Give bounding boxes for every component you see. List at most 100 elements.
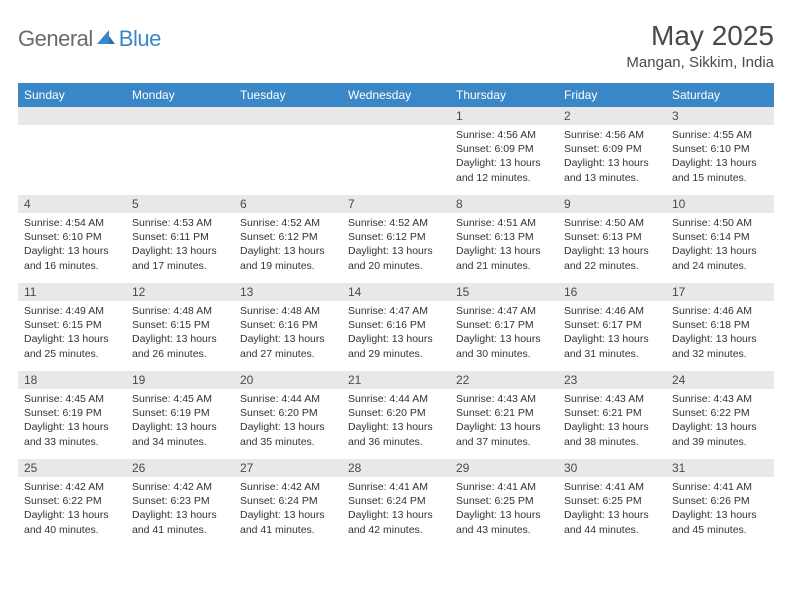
sunrise-text: Sunrise: 4:52 AM (240, 216, 336, 230)
day-cell (234, 107, 342, 195)
day-number: 17 (666, 283, 774, 301)
daylight-text: Daylight: 13 hours and 41 minutes. (240, 508, 336, 536)
day-cell: 28Sunrise: 4:41 AMSunset: 6:24 PMDayligh… (342, 459, 450, 547)
day-content: Sunrise: 4:51 AMSunset: 6:13 PMDaylight:… (450, 213, 558, 276)
day-number: 3 (666, 107, 774, 125)
sunset-text: Sunset: 6:23 PM (132, 494, 228, 508)
day-cell: 10Sunrise: 4:50 AMSunset: 6:14 PMDayligh… (666, 195, 774, 283)
day-cell: 3Sunrise: 4:55 AMSunset: 6:10 PMDaylight… (666, 107, 774, 195)
day-content: Sunrise: 4:43 AMSunset: 6:22 PMDaylight:… (666, 389, 774, 452)
sunset-text: Sunset: 6:25 PM (564, 494, 660, 508)
day-content: Sunrise: 4:53 AMSunset: 6:11 PMDaylight:… (126, 213, 234, 276)
day-cell: 17Sunrise: 4:46 AMSunset: 6:18 PMDayligh… (666, 283, 774, 371)
day-cell: 15Sunrise: 4:47 AMSunset: 6:17 PMDayligh… (450, 283, 558, 371)
sunset-text: Sunset: 6:16 PM (348, 318, 444, 332)
daylight-text: Daylight: 13 hours and 44 minutes. (564, 508, 660, 536)
sunrise-text: Sunrise: 4:46 AM (564, 304, 660, 318)
day-number: 4 (18, 195, 126, 213)
sunset-text: Sunset: 6:20 PM (348, 406, 444, 420)
day-number: 23 (558, 371, 666, 389)
weekday-header: Monday (126, 83, 234, 107)
sunset-text: Sunset: 6:10 PM (24, 230, 120, 244)
day-number: 31 (666, 459, 774, 477)
day-number: 20 (234, 371, 342, 389)
day-number: 1 (450, 107, 558, 125)
sunrise-text: Sunrise: 4:41 AM (564, 480, 660, 494)
day-number: 28 (342, 459, 450, 477)
day-cell: 7Sunrise: 4:52 AMSunset: 6:12 PMDaylight… (342, 195, 450, 283)
week-row: 4Sunrise: 4:54 AMSunset: 6:10 PMDaylight… (18, 195, 774, 283)
daylight-text: Daylight: 13 hours and 27 minutes. (240, 332, 336, 360)
day-cell: 18Sunrise: 4:45 AMSunset: 6:19 PMDayligh… (18, 371, 126, 459)
day-content: Sunrise: 4:47 AMSunset: 6:16 PMDaylight:… (342, 301, 450, 364)
daylight-text: Daylight: 13 hours and 25 minutes. (24, 332, 120, 360)
sunrise-text: Sunrise: 4:50 AM (672, 216, 768, 230)
sunset-text: Sunset: 6:21 PM (456, 406, 552, 420)
sunrise-text: Sunrise: 4:41 AM (348, 480, 444, 494)
daylight-text: Daylight: 13 hours and 26 minutes. (132, 332, 228, 360)
day-content: Sunrise: 4:56 AMSunset: 6:09 PMDaylight:… (558, 125, 666, 188)
sunrise-text: Sunrise: 4:44 AM (348, 392, 444, 406)
daylight-text: Daylight: 13 hours and 40 minutes. (24, 508, 120, 536)
sunrise-text: Sunrise: 4:48 AM (132, 304, 228, 318)
daylight-text: Daylight: 13 hours and 32 minutes. (672, 332, 768, 360)
sunrise-text: Sunrise: 4:55 AM (672, 128, 768, 142)
sunset-text: Sunset: 6:09 PM (564, 142, 660, 156)
sunset-text: Sunset: 6:12 PM (348, 230, 444, 244)
day-content: Sunrise: 4:43 AMSunset: 6:21 PMDaylight:… (558, 389, 666, 452)
day-number: 15 (450, 283, 558, 301)
weekday-header: Sunday (18, 83, 126, 107)
sunrise-text: Sunrise: 4:41 AM (672, 480, 768, 494)
day-cell (18, 107, 126, 195)
day-content: Sunrise: 4:50 AMSunset: 6:13 PMDaylight:… (558, 213, 666, 276)
day-number: 6 (234, 195, 342, 213)
week-row: 11Sunrise: 4:49 AMSunset: 6:15 PMDayligh… (18, 283, 774, 371)
weekday-header: Wednesday (342, 83, 450, 107)
daylight-text: Daylight: 13 hours and 33 minutes. (24, 420, 120, 448)
weekday-header: Thursday (450, 83, 558, 107)
day-number: 22 (450, 371, 558, 389)
day-cell: 31Sunrise: 4:41 AMSunset: 6:26 PMDayligh… (666, 459, 774, 547)
sunrise-text: Sunrise: 4:46 AM (672, 304, 768, 318)
daylight-text: Daylight: 13 hours and 16 minutes. (24, 244, 120, 272)
brand-part2: Blue (119, 26, 161, 52)
day-number: 9 (558, 195, 666, 213)
sunrise-text: Sunrise: 4:45 AM (132, 392, 228, 406)
sunset-text: Sunset: 6:25 PM (456, 494, 552, 508)
day-number: 21 (342, 371, 450, 389)
day-content: Sunrise: 4:41 AMSunset: 6:26 PMDaylight:… (666, 477, 774, 540)
location-text: Mangan, Sikkim, India (626, 54, 774, 71)
day-number: 12 (126, 283, 234, 301)
daylight-text: Daylight: 13 hours and 37 minutes. (456, 420, 552, 448)
sunrise-text: Sunrise: 4:44 AM (240, 392, 336, 406)
day-number: 8 (450, 195, 558, 213)
brand-part1: General (18, 26, 93, 52)
sunrise-text: Sunrise: 4:48 AM (240, 304, 336, 318)
sunrise-text: Sunrise: 4:43 AM (456, 392, 552, 406)
day-content: Sunrise: 4:47 AMSunset: 6:17 PMDaylight:… (450, 301, 558, 364)
day-content: Sunrise: 4:45 AMSunset: 6:19 PMDaylight:… (18, 389, 126, 452)
day-content: Sunrise: 4:41 AMSunset: 6:24 PMDaylight:… (342, 477, 450, 540)
sunrise-text: Sunrise: 4:42 AM (132, 480, 228, 494)
day-cell: 22 Sunrise: 4:43 AMSunset: 6:21 PMDayligh… (450, 371, 558, 459)
day-cell: 8Sunrise: 4:51 AMSunset: 6:13 PMDaylight… (450, 195, 558, 283)
day-number: 11 (18, 283, 126, 301)
daylight-text: Daylight: 13 hours and 29 minutes. (348, 332, 444, 360)
sunset-text: Sunset: 6:15 PM (132, 318, 228, 332)
sunset-text: Sunset: 6:17 PM (456, 318, 552, 332)
day-cell: 2Sunrise: 4:56 AMSunset: 6:09 PMDaylight… (558, 107, 666, 195)
sunrise-text: Sunrise: 4:53 AM (132, 216, 228, 230)
day-number: 10 (666, 195, 774, 213)
day-content: Sunrise: 4:42 AMSunset: 6:23 PMDaylight:… (126, 477, 234, 540)
day-number-empty (234, 107, 342, 125)
day-number: 19 (126, 371, 234, 389)
daylight-text: Daylight: 13 hours and 15 minutes. (672, 156, 768, 184)
sunset-text: Sunset: 6:14 PM (672, 230, 768, 244)
sunset-text: Sunset: 6:24 PM (348, 494, 444, 508)
month-title: May 2025 (626, 20, 774, 52)
day-number-empty (18, 107, 126, 125)
day-number: 5 (126, 195, 234, 213)
day-number: 13 (234, 283, 342, 301)
weekday-header: Saturday (666, 83, 774, 107)
day-content: Sunrise: 4:46 AMSunset: 6:17 PMDaylight:… (558, 301, 666, 364)
